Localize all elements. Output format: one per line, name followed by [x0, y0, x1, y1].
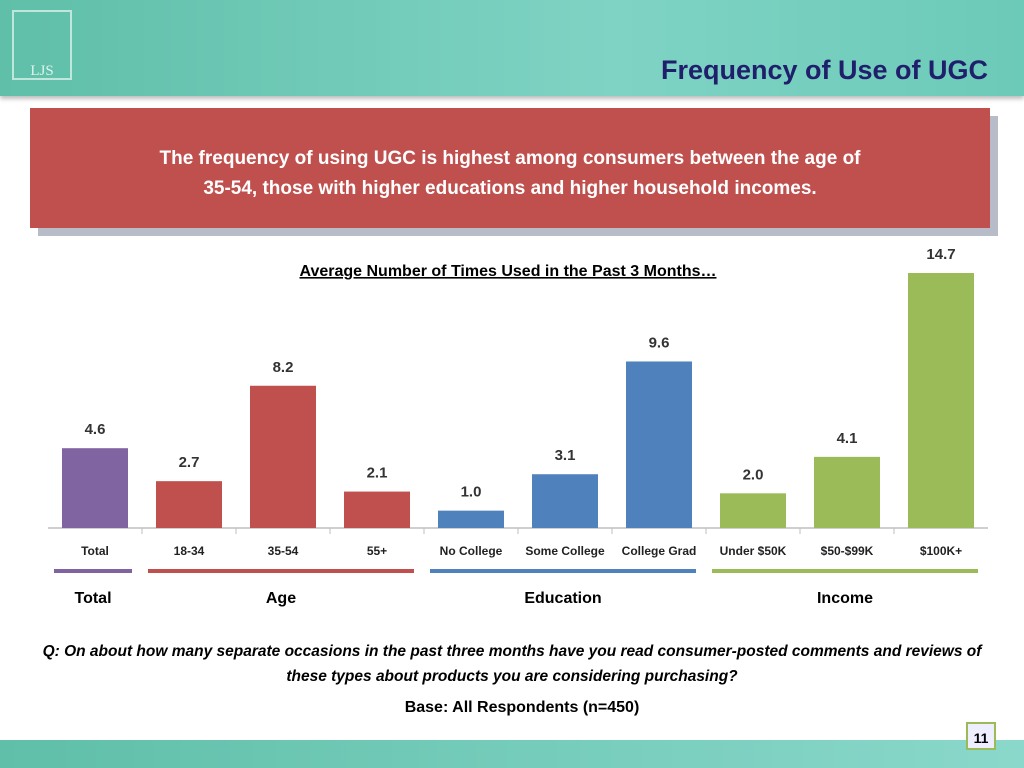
chart-title: Average Number of Times Used in the Past…: [300, 263, 717, 280]
bar: [720, 493, 786, 528]
header-band: [0, 0, 1024, 96]
value-label: 2.1: [367, 465, 388, 482]
group-label: Income: [817, 590, 873, 607]
value-label: 9.6: [649, 334, 670, 351]
value-label: 4.6: [85, 421, 106, 438]
footer-band: [0, 740, 1024, 768]
logo: LJS: [12, 10, 72, 80]
value-label: 2.7: [179, 454, 200, 471]
x-tick-label: 35-54: [268, 544, 299, 558]
page-number: 11: [966, 722, 996, 750]
x-tick-label: Some College: [525, 544, 605, 558]
value-label: 3.1: [555, 447, 576, 464]
question: Q: On about how many separate occasions …: [42, 643, 982, 685]
bar: [250, 385, 316, 528]
bar: [814, 456, 880, 528]
bar: [62, 448, 128, 528]
x-tick-label: 55+: [367, 544, 387, 558]
slide-title: Frequency of Use of UGC: [660, 55, 988, 85]
callout-line: The frequency of using UGC is highest am…: [159, 148, 861, 169]
bar: [908, 273, 974, 528]
x-tick-label: College Grad: [622, 544, 697, 558]
x-tick-label: Under $50K: [720, 544, 787, 558]
group-label: Education: [524, 590, 601, 607]
value-label: 2.0: [743, 466, 764, 483]
bar: [532, 474, 598, 528]
value-label: 1.0: [461, 484, 482, 501]
value-label: 8.2: [273, 359, 294, 376]
x-tick-label: $100K+: [920, 544, 962, 558]
x-tick-label: No College: [440, 544, 503, 558]
base-note: Base: All Respondents (n=450): [404, 699, 640, 716]
value-label: 4.1: [837, 430, 858, 447]
callout-line: 35-54, those with higher educations and …: [203, 178, 817, 199]
group-label: Total: [74, 590, 111, 607]
group-label: Age: [266, 590, 296, 607]
bar: [438, 510, 504, 528]
callout-box: The frequency of using UGC is highest am…: [30, 108, 990, 228]
bar: [156, 481, 222, 528]
value-label: 14.7: [926, 246, 955, 263]
x-tick-label: $50-$99K: [821, 544, 874, 558]
x-tick-label: Total: [81, 544, 109, 558]
x-tick-label: 18-34: [174, 544, 205, 558]
bar: [626, 361, 692, 528]
bar: [344, 491, 410, 528]
